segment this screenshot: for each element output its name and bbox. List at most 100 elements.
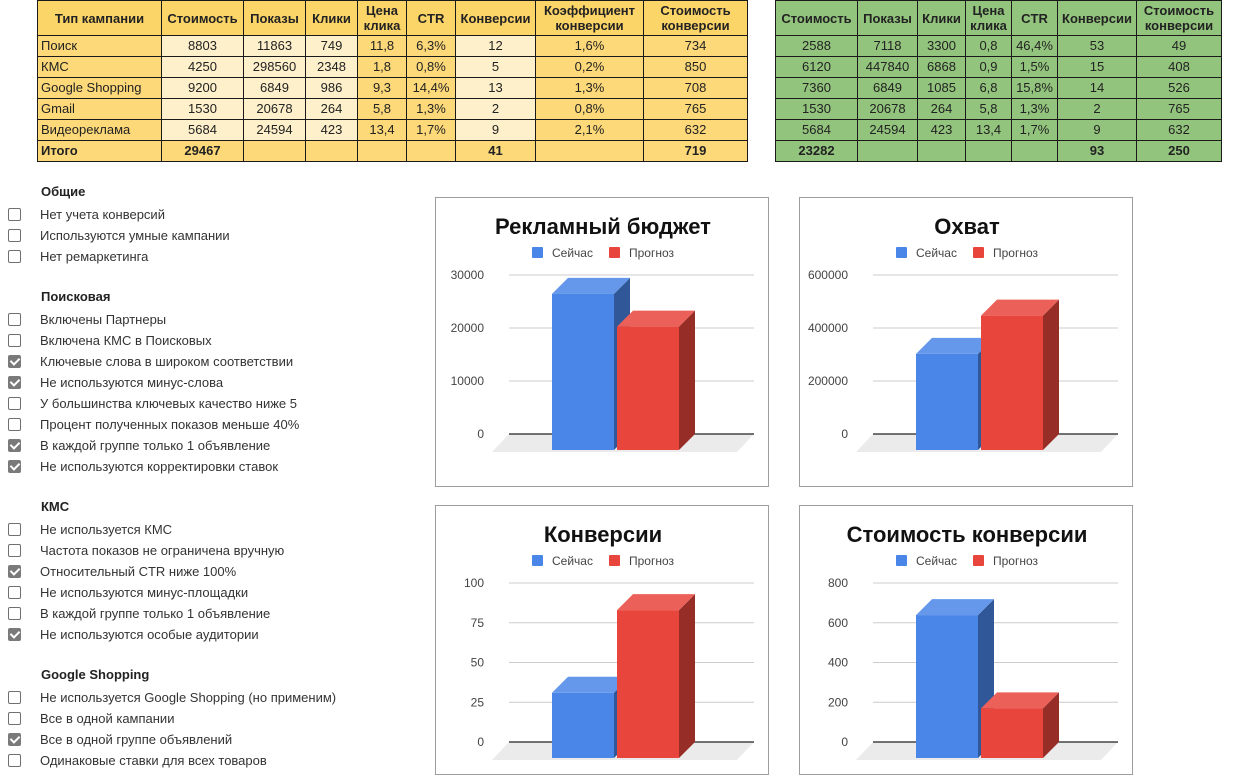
checklist-item[interactable]: Все в одной кампании bbox=[8, 708, 174, 729]
table-cell: 2,1% bbox=[535, 119, 644, 141]
y-tick-label: 0 bbox=[841, 427, 848, 441]
checklist-item[interactable]: Не используются минус-слова bbox=[8, 372, 223, 393]
checkbox-unchecked[interactable] bbox=[8, 418, 21, 431]
checklist-item[interactable]: Ключевые слова в широком соответствии bbox=[8, 351, 293, 372]
checklist-item-label: Не используется КМС bbox=[40, 522, 173, 537]
column-header: CTR bbox=[406, 0, 456, 36]
checklist-item[interactable]: Не используются минус-площадки bbox=[8, 582, 248, 603]
checklist-item[interactable]: Не используется КМС bbox=[8, 519, 172, 540]
checkbox-unchecked[interactable] bbox=[8, 208, 21, 221]
checklist-item[interactable]: Используются умные кампании bbox=[8, 225, 230, 246]
checklist-item-label: В каждой группе только 1 объявление bbox=[40, 606, 271, 621]
checklist-item[interactable]: В каждой группе только 1 объявление bbox=[8, 435, 270, 456]
bar-front-face bbox=[916, 353, 978, 450]
column-header: Стоимость bbox=[161, 0, 244, 36]
table-cell: 1,5% bbox=[1011, 56, 1058, 78]
table-cell: 264 bbox=[305, 98, 358, 120]
checklist-item[interactable]: Частота показов не ограничена вручную bbox=[8, 540, 284, 561]
checklist-item[interactable]: Не используются корректировки ставок bbox=[8, 456, 278, 477]
total-cell: 41 bbox=[455, 140, 536, 162]
checklist-item[interactable]: Включены Партнеры bbox=[8, 309, 166, 330]
checkbox-checked[interactable] bbox=[8, 460, 21, 473]
checkbox-unchecked[interactable] bbox=[8, 250, 21, 263]
table-row: 5684 24594 423 13,4 1,7% 9 632 bbox=[775, 119, 1222, 141]
checkbox-unchecked[interactable] bbox=[8, 397, 21, 410]
checkbox-unchecked[interactable] bbox=[8, 334, 21, 347]
checklist-item-label: Включена КМС в Поисковых bbox=[40, 333, 212, 348]
checkbox-unchecked[interactable] bbox=[8, 544, 21, 557]
legend-label: Сейчас bbox=[916, 246, 957, 260]
bar-forecast bbox=[981, 692, 1059, 758]
table-cell: 6849 bbox=[857, 77, 918, 99]
checklist-item[interactable]: Нет учета конверсий bbox=[8, 204, 165, 225]
table-cell: 7118 bbox=[857, 35, 918, 57]
bar-top-face bbox=[617, 310, 695, 327]
table-cell: 7360 bbox=[775, 77, 858, 99]
y-tick-label: 400000 bbox=[808, 321, 848, 335]
table-cell: 765 bbox=[1136, 98, 1222, 120]
total-cell: 23282 bbox=[775, 140, 858, 162]
bar-front-face bbox=[981, 708, 1043, 758]
table-cell: 1,7% bbox=[1011, 119, 1058, 141]
table-cell: 6120 bbox=[775, 56, 858, 78]
bar-top-face bbox=[981, 299, 1059, 316]
table-row: 1530 20678 264 5,8 1,3% 2 765 bbox=[775, 98, 1222, 120]
legend-swatch-forecast bbox=[973, 247, 984, 258]
bar-side-face bbox=[1043, 299, 1059, 450]
legend-swatch-forecast bbox=[973, 555, 984, 566]
checkbox-unchecked[interactable] bbox=[8, 313, 21, 326]
checkbox-checked[interactable] bbox=[8, 355, 21, 368]
checkbox-unchecked[interactable] bbox=[8, 691, 21, 704]
bar-front-face bbox=[552, 692, 614, 758]
table-cell: 708 bbox=[643, 77, 748, 99]
checkbox-unchecked[interactable] bbox=[8, 586, 21, 599]
checkbox-unchecked[interactable] bbox=[8, 712, 21, 725]
checklist-item[interactable]: Нет ремаркетинга bbox=[8, 246, 148, 267]
checkbox-checked[interactable] bbox=[8, 733, 21, 746]
table-cell: 423 bbox=[305, 119, 358, 141]
table-cell: 9200 bbox=[161, 77, 244, 99]
checklist-item-label: Не используется Google Shopping (но прим… bbox=[40, 690, 337, 705]
table-cell: 14 bbox=[1057, 77, 1137, 99]
legend-label: Прогноз bbox=[629, 554, 675, 568]
checklist-item[interactable]: Процент полученных показов меньше 40% bbox=[8, 414, 299, 435]
checklist-item-label: Нет учета конверсий bbox=[40, 207, 165, 222]
bar-side-face bbox=[679, 310, 695, 450]
checkbox-unchecked[interactable] bbox=[8, 523, 21, 536]
column-header: Показы bbox=[857, 0, 918, 36]
total-cell bbox=[305, 140, 358, 162]
checkbox-unchecked[interactable] bbox=[8, 607, 21, 620]
checkbox-checked[interactable] bbox=[8, 628, 21, 641]
legend-swatch-current bbox=[532, 555, 543, 566]
legend-swatch-forecast bbox=[609, 247, 620, 258]
checklist-item-label: Включены Партнеры bbox=[40, 312, 167, 327]
y-tick-label: 600 bbox=[828, 616, 848, 630]
y-tick-label: 100 bbox=[464, 576, 484, 590]
table-cell: 749 bbox=[305, 35, 358, 57]
chart-canvas: Рекламный бюджет Сейчас Прогноз 0 10000 20000… bbox=[451, 214, 754, 452]
bar-current bbox=[916, 337, 994, 450]
y-tick-label: 30000 bbox=[451, 268, 485, 282]
table-cell: 1530 bbox=[775, 98, 858, 120]
table-cell: 4250 bbox=[161, 56, 244, 78]
checklist-item[interactable]: Не используется Google Shopping (но прим… bbox=[8, 687, 336, 708]
checkbox-checked[interactable] bbox=[8, 565, 21, 578]
table-cell: 1,7% bbox=[406, 119, 456, 141]
checklist-item[interactable]: Включена КМС в Поисковых bbox=[8, 330, 212, 351]
y-tick-label: 800 bbox=[828, 576, 848, 590]
checkbox-checked[interactable] bbox=[8, 439, 21, 452]
table-cell: 20678 bbox=[857, 98, 918, 120]
chart-canvas: Стоимость конверсии Сейчас Прогноз 0 200 400 6… bbox=[828, 522, 1118, 760]
checklist-item[interactable]: Не используются особые аудитории bbox=[8, 624, 259, 645]
checkbox-checked[interactable] bbox=[8, 376, 21, 389]
checklist-item[interactable]: Относительный CTR ниже 100% bbox=[8, 561, 236, 582]
table-cell: 1530 bbox=[161, 98, 244, 120]
checklist-item[interactable]: У большинства ключевых качество ниже 5 bbox=[8, 393, 297, 414]
checklist-item[interactable]: В каждой группе только 1 объявление bbox=[8, 603, 270, 624]
checkbox-unchecked[interactable] bbox=[8, 229, 21, 242]
total-cell bbox=[243, 140, 306, 162]
checklist-item[interactable]: Все в одной группе объявлений bbox=[8, 729, 232, 750]
y-tick-label: 600000 bbox=[808, 268, 848, 282]
table-cell: 986 bbox=[305, 77, 358, 99]
table-header-row: Стоимость Показы Клики Цена клика CTR Конверс… bbox=[775, 0, 1222, 36]
